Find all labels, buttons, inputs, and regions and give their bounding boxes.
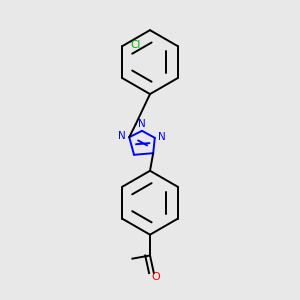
Text: N: N <box>118 131 126 141</box>
Text: Cl: Cl <box>130 40 141 50</box>
Text: O: O <box>151 272 160 282</box>
Text: N: N <box>158 132 166 142</box>
Text: N: N <box>138 119 146 129</box>
